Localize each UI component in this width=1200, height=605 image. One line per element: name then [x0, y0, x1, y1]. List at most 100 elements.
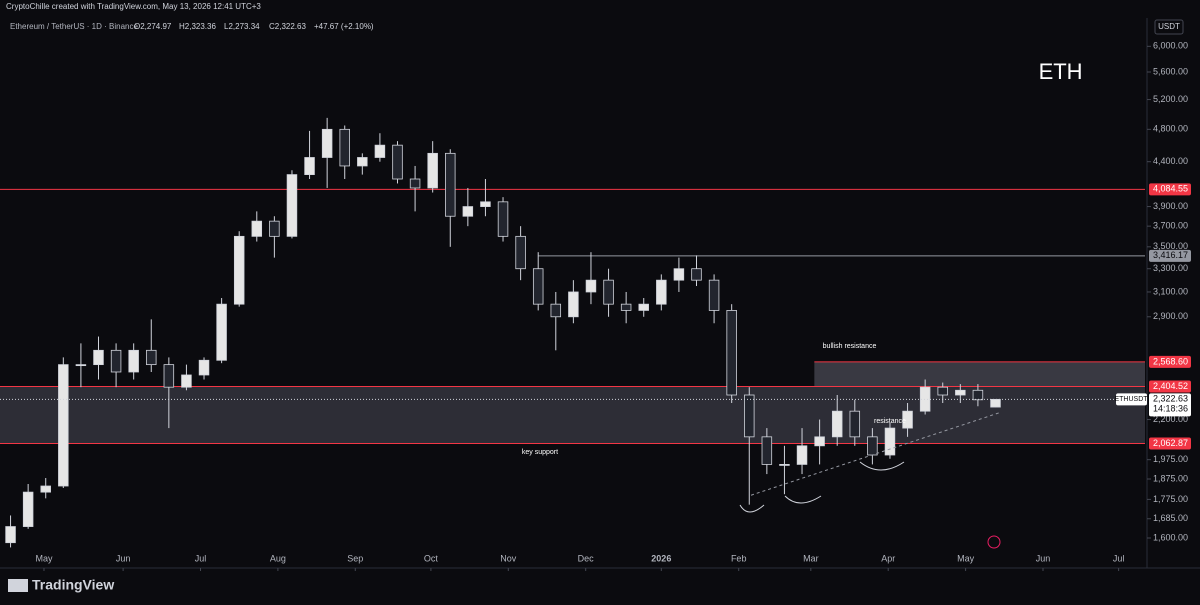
level-label: 2,404.52: [1153, 381, 1188, 391]
y-tick-label: 1,975.00: [1153, 454, 1188, 464]
candle-body: [990, 398, 1001, 408]
level-label: 2,568.60: [1153, 356, 1188, 366]
candle-body: [902, 410, 913, 429]
ohlc-label: C2,322.63: [269, 22, 306, 31]
x-tick-label: Jun: [116, 553, 131, 563]
x-tick-label: May: [35, 553, 53, 563]
x-tick-label: Jul: [195, 553, 207, 563]
y-tick-label: 3,700.00: [1153, 221, 1188, 231]
annotation: key support: [522, 449, 558, 456]
y-tick-label: 3,300.00: [1153, 263, 1188, 273]
x-tick-label: Jun: [1036, 553, 1051, 563]
level-tag: [1149, 380, 1191, 393]
x-tick-label: Sep: [347, 553, 363, 563]
candle-body: [110, 349, 122, 373]
candle-body: [251, 220, 263, 237]
y-tick-label: 1,775.00: [1153, 494, 1188, 504]
candle-body: [761, 436, 773, 465]
candle-body: [233, 235, 245, 305]
candle-body: [163, 364, 175, 388]
candle-body: [638, 303, 649, 311]
candle-body: [796, 445, 808, 465]
x-tick-label: Mar: [803, 553, 819, 563]
symbol-tag: [1116, 393, 1147, 406]
y-tick-label: 3,900.00: [1153, 201, 1188, 211]
candle-body: [198, 359, 210, 376]
y-tick-label: 1,685.00: [1153, 513, 1188, 523]
candle-body: [392, 144, 403, 180]
candle-body: [708, 279, 720, 311]
y-tick-label: 3,500.00: [1153, 241, 1188, 251]
y-tick-label: 4,800.00: [1153, 124, 1188, 134]
x-tick-label: Dec: [578, 553, 595, 563]
candle-body: [726, 310, 737, 396]
candle-body: [93, 349, 104, 366]
candle-body: [955, 389, 966, 396]
countdown-label: 14:18:36: [1153, 404, 1188, 414]
trendline: [750, 412, 1000, 496]
footer: TradingView: [32, 577, 114, 593]
x-tick-label: Nov: [500, 553, 517, 563]
change-label: +47.67 (+2.10%): [314, 22, 374, 31]
candle-body: [568, 291, 579, 318]
ohlc-label: H2,323.36: [179, 22, 216, 31]
x-tick-label: Aug: [270, 553, 286, 563]
candle-body: [585, 279, 597, 293]
candle-body: [409, 178, 421, 189]
candle-body: [532, 268, 544, 305]
candle-body: [620, 303, 632, 311]
candle-body: [480, 201, 491, 207]
candle-body: [550, 303, 562, 318]
header: CryptoChille created with TradingView.co…: [6, 2, 261, 11]
candle-body: [919, 386, 931, 412]
plot: ETH bullish resistance key support resistan…: [0, 59, 1145, 548]
candle-body: [849, 410, 861, 438]
y-tick-label: 6,000.00: [1153, 41, 1188, 51]
x-tick-label: Feb: [731, 553, 747, 563]
pattern-arcs: [739, 461, 905, 513]
candle-body: [462, 206, 474, 217]
candle-body: [22, 491, 34, 527]
level-tag: [1149, 249, 1191, 262]
x-tick-label: Oct: [424, 553, 439, 563]
candle-body: [515, 235, 526, 270]
candle-body: [937, 386, 948, 396]
last-price-tag: [1149, 393, 1191, 417]
level-tag: [1149, 355, 1191, 368]
zone: [0, 386, 1145, 444]
candle-body: [286, 174, 298, 237]
x-tick-label: 2026: [651, 553, 671, 563]
candle-body: [603, 279, 614, 305]
candle-body: [128, 349, 139, 373]
candle-body: [374, 144, 386, 158]
candle-body: [5, 526, 16, 544]
y-tick-label: 1,600.00: [1153, 532, 1188, 542]
candle-body: [75, 364, 87, 367]
candle-body: [58, 364, 69, 487]
y-tick-label: 2,900.00: [1153, 311, 1188, 321]
last-price-label: 2,322.63: [1153, 394, 1188, 404]
y-tick-label: 1,875.00: [1153, 473, 1188, 483]
candle-body: [814, 436, 825, 447]
candle-body: [445, 152, 456, 217]
zone: [814, 361, 1145, 387]
ohlc-label: L2,273.34: [224, 22, 260, 31]
alert-icon: [987, 535, 1001, 549]
candle-body: [357, 157, 368, 167]
level-tag: [1149, 183, 1191, 196]
x-tick-label: May: [957, 553, 975, 563]
annotation: bullish resistance: [823, 343, 877, 350]
level-tag: [1149, 437, 1191, 450]
candle-body: [884, 427, 896, 456]
logo: [8, 579, 28, 592]
candle-body: [321, 128, 333, 158]
candle-body: [779, 464, 790, 466]
candle-body: [744, 394, 755, 438]
x-tick-label: Apr: [881, 553, 895, 563]
currency-box: [1154, 19, 1184, 35]
candle-body: [216, 303, 227, 361]
candle-body: [831, 410, 843, 438]
